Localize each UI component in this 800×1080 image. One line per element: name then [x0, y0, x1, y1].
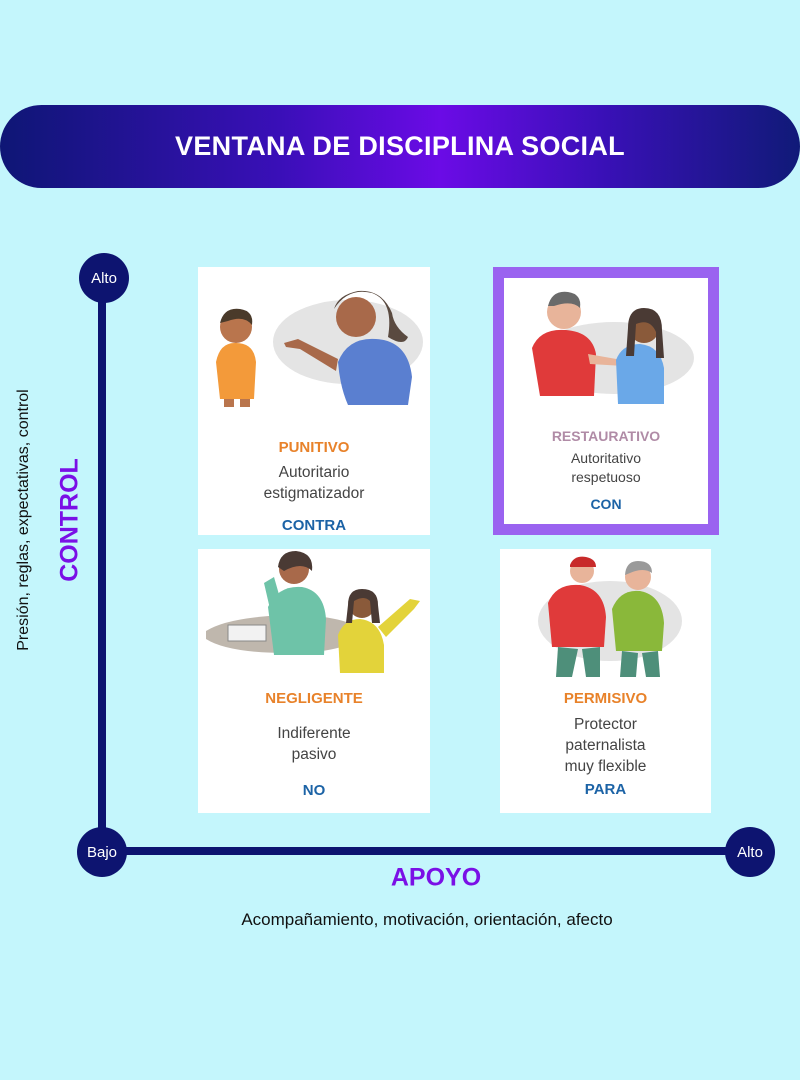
- quadrant-punitivo: PUNITIVO Autoritario estigmatizador CONT…: [198, 267, 430, 535]
- quadrant-description-line1: Protector: [574, 716, 637, 733]
- quadrant-title: PUNITIVO: [278, 439, 350, 456]
- quadrant-preposition: PARA: [584, 781, 627, 798]
- control-axis-line: [98, 280, 106, 852]
- control-high-node: Alto: [79, 253, 129, 303]
- apoyo-axis-line: [100, 847, 750, 855]
- quadrant-preposition: NO: [302, 782, 326, 799]
- quadrant-preposition: CON: [590, 496, 622, 512]
- adult-scolding-child-illustration: [216, 290, 423, 407]
- quadrant-restaurativo: RESTAURATIVO Autoritativo respetuoso CON: [493, 267, 719, 535]
- quadrant-description-line3: muy flexible: [564, 758, 647, 775]
- quadrant-title: NEGLIGENTE: [265, 690, 363, 707]
- adult-shrugging-with-youth-illustration: [538, 556, 682, 677]
- adult-supporting-youth-illustration: [532, 291, 694, 404]
- apoyo-axis-description: Acompañamiento, motivación, orientación,…: [241, 910, 613, 929]
- quadrant-description-line1: Indiferente: [277, 725, 351, 742]
- control-axis-description: Presión, reglas, expectativas, control: [15, 389, 32, 651]
- apoyo-axis-label: APOYO: [390, 863, 482, 892]
- quadrant-description-line2: respetuoso: [571, 469, 641, 485]
- quadrant-description-line2: pasivo: [291, 746, 337, 763]
- quadrant-title: PERMISIVO: [563, 690, 648, 707]
- quadrant-description-line1: Autoritario: [278, 464, 350, 481]
- origin-low-node: Bajo: [77, 827, 127, 877]
- quadrant-title: RESTAURATIVO: [551, 428, 661, 444]
- quadrant-description-line2: estigmatizador: [263, 485, 365, 502]
- apoyo-high-node: Alto: [725, 827, 775, 877]
- page-title: VENTANA DE DISCIPLINA SOCIAL: [175, 131, 625, 161]
- quadrant-description-line1: Autoritativo: [570, 450, 642, 466]
- control-axis-label: CONTROL: [55, 458, 84, 582]
- quadrant-negligente: NEGLIGENTE Indiferente pasivo NO: [198, 549, 430, 813]
- title-banner: VENTANA DE DISCIPLINA SOCIAL: [0, 105, 800, 188]
- quadrant-preposition: CONTRA: [281, 517, 347, 534]
- quadrant-description-line2: paternalista: [565, 737, 646, 754]
- quadrant-permisivo: PERMISIVO Protector paternalista muy fle…: [500, 549, 711, 813]
- adult-ignoring-child-illustration: [206, 551, 420, 673]
